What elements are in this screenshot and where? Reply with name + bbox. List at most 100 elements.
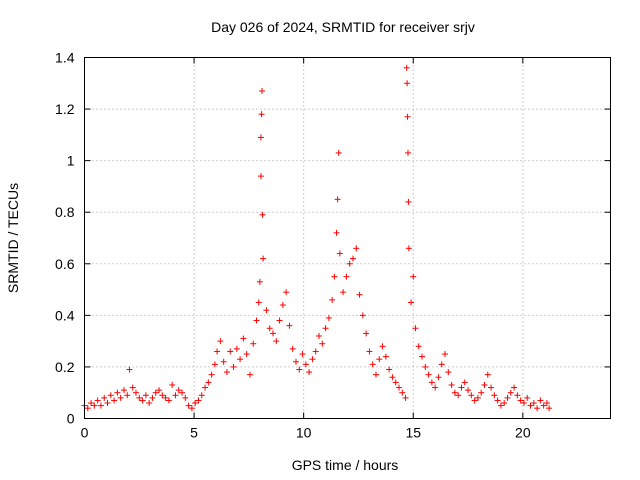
data-point [266,325,273,332]
data-point [534,405,541,412]
data-point [504,394,511,401]
data-point [165,397,172,404]
data-point [162,394,169,401]
data-point [353,245,360,252]
data-point [205,379,212,386]
data-point [233,345,240,352]
data-point [279,302,286,309]
data-point [530,400,537,407]
data-point [517,397,524,404]
x-tick-label: 15 [405,425,421,441]
data-point [230,363,237,370]
data-point [97,402,104,409]
data-point [455,392,462,399]
data-point [334,196,341,203]
data-point [211,361,218,368]
data-point [343,273,350,280]
data-point [372,371,379,378]
data-point [389,374,396,381]
data-point [379,343,386,350]
data-point [399,389,406,396]
data-point [537,397,544,404]
data-point [182,394,189,401]
data-point [366,348,373,355]
data-point [149,394,156,401]
data-point [359,312,366,319]
data-point [159,392,166,399]
data-point [185,402,192,409]
data-point [172,392,179,399]
data-point [471,397,478,404]
data-point [124,392,131,399]
data-point [432,384,439,391]
data-point [94,397,101,404]
data-point [169,381,176,388]
y-tick-label: 0.4 [55,307,75,323]
grid [84,57,611,419]
data-point [543,400,550,407]
data-point [349,255,356,262]
y-tick-label: 0.2 [55,359,75,375]
data-point [276,317,283,324]
data-point [404,149,411,156]
data-point [253,317,260,324]
y-axis-label: SRMTID / TECUs [5,183,21,293]
data-point [474,394,481,401]
data-point [520,400,527,407]
data-point [296,366,303,373]
y-tick-label: 1 [67,153,75,169]
plot-frame [84,57,611,419]
data-point [208,371,215,378]
data-point [101,394,108,401]
data-point [306,369,313,376]
data-point [392,379,399,386]
data-point [408,299,415,306]
data-point [484,371,491,378]
data-point [415,343,422,350]
data-point [269,330,276,337]
data-point [386,366,393,373]
data-point [497,402,504,409]
data-point [422,363,429,370]
data-point [322,325,329,332]
data-point [465,387,472,394]
data-point [514,392,521,399]
data-point [260,255,267,262]
data-point [410,273,417,280]
y-tick-label: 0 [67,411,75,427]
axis-ticks: 0 5 10 15 20 0 0.2 0.4 0.6 0.8 1 1.2 1.4 [55,50,611,441]
data-point [376,356,383,363]
data-point [139,397,146,404]
data-point [111,397,118,404]
data-point [283,289,290,296]
data-point [468,392,475,399]
data-point [491,392,498,399]
data-point [250,340,257,347]
data-point [114,389,121,396]
x-tick-label: 20 [515,425,531,441]
data-point [120,387,127,394]
data-point [442,351,449,358]
data-point [126,366,133,373]
data-point [175,387,182,394]
data-point [91,402,98,409]
data-point [511,384,518,391]
data-point [179,389,186,396]
data-point [309,356,316,363]
data-point [451,389,458,396]
data-point [494,397,501,404]
data-point [255,299,262,306]
data-point [405,198,412,205]
data-point [527,402,534,409]
data-point [382,353,389,360]
y-tick-label: 1.2 [55,101,75,117]
data-point [146,400,153,407]
data-point [335,149,342,156]
data-point [540,402,547,409]
data-point [363,330,370,337]
data-point [152,389,159,396]
data-point [84,405,91,412]
data-point [259,211,266,218]
data-point [369,361,376,368]
data-point [488,384,495,391]
